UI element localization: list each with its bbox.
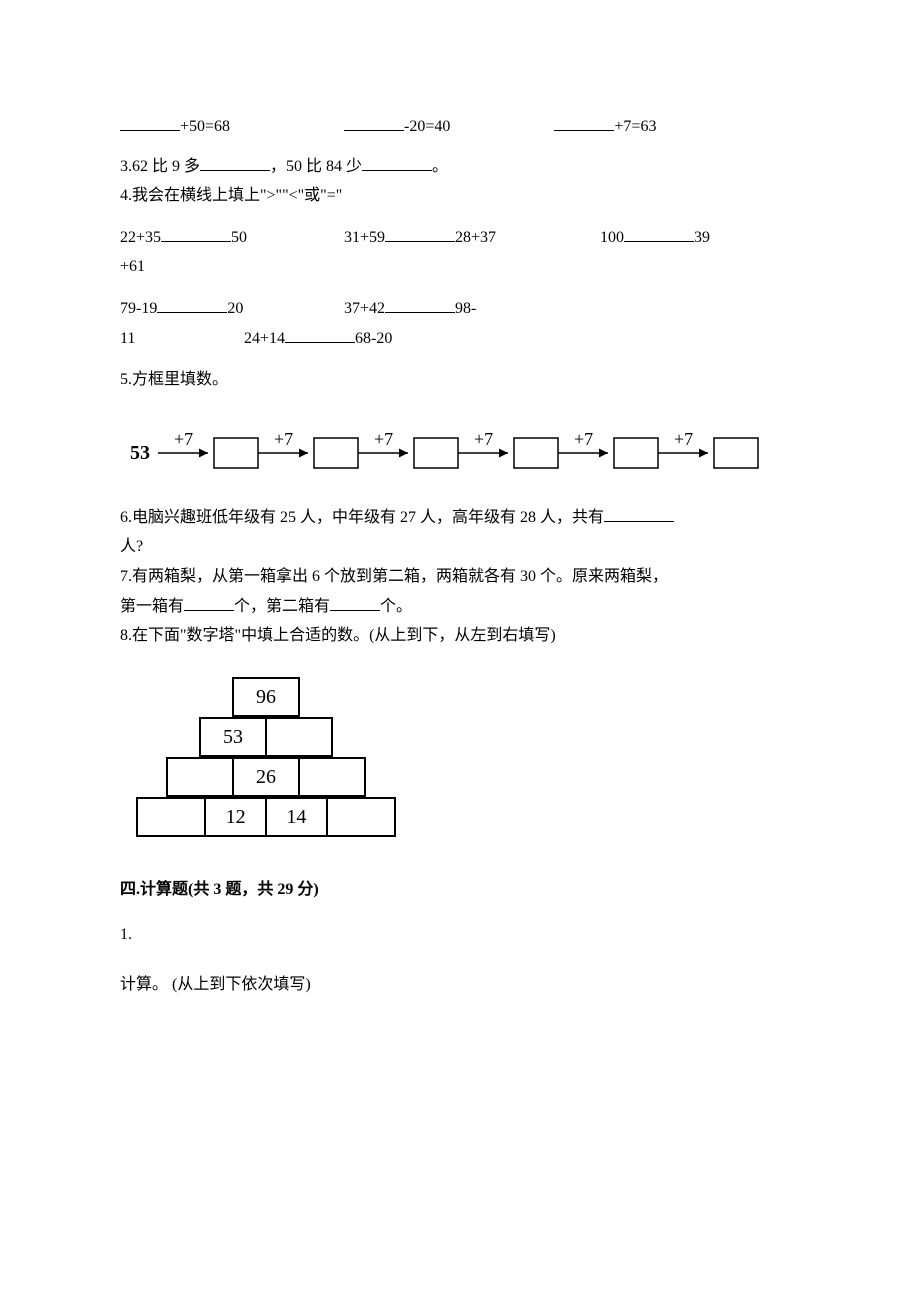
q4-r1b: 31+59 28+37 (344, 225, 596, 251)
worksheet-page: +50=68 -20=40 +7=63 3.62 比 9 多 ，50 比 84 少… (0, 0, 920, 1062)
q6-text: 6.电脑兴趣班低年级有 25 人，中年级有 27 人，高年级有 28 人，共有 (120, 509, 604, 526)
eq3: +7=63 (554, 114, 656, 140)
blank[interactable] (385, 296, 455, 313)
svg-text:+7: +7 (374, 429, 393, 449)
eq1: +50=68 (120, 114, 230, 140)
cmp-left: 79-19 (120, 300, 157, 317)
q7-seg-a: 第一箱有 (120, 598, 184, 615)
svg-text:53: 53 (130, 442, 150, 464)
cmp-left: 100 (600, 229, 624, 246)
q3-prefix: 3.62 比 9 多 (120, 158, 200, 175)
q4-r2a: 79-19 20 (120, 296, 340, 322)
blank[interactable] (120, 114, 180, 131)
cmp-left: 31+59 (344, 229, 385, 246)
svg-text:+7: +7 (174, 429, 193, 449)
pyramid-row: 1214 (136, 797, 396, 837)
blank[interactable] (285, 326, 355, 343)
svg-text:+7: +7 (274, 429, 293, 449)
pyramid-cell: 12 (204, 797, 267, 837)
eq3-text: +7=63 (614, 118, 656, 135)
pyramid-cell: 53 (199, 717, 267, 757)
q4-r1a: 22+35 50 (120, 225, 340, 251)
q3-row: 3.62 比 9 多 ，50 比 84 少 。 (120, 154, 800, 180)
blank[interactable] (330, 594, 380, 611)
cmp-right: 28+37 (455, 229, 496, 246)
pyramid-row: 26 (136, 757, 396, 797)
chain-svg: 53 +7 +7 +7 +7 +7 +7 (120, 417, 764, 473)
blank[interactable] (624, 225, 694, 242)
pyramid-row: 96 (136, 677, 396, 717)
blank[interactable] (362, 154, 432, 171)
cmp-right: 20 (227, 300, 243, 317)
q4-r3a: 11 (120, 326, 240, 352)
q4-row1: 22+35 50 31+59 28+37 100 39 (120, 225, 800, 251)
blank[interactable] (157, 296, 227, 313)
q4-r3b: 24+14 68-20 (244, 326, 392, 352)
svg-text:+7: +7 (474, 429, 493, 449)
q6-line2: 人? (120, 534, 800, 560)
q5-chain: 53 +7 +7 +7 +7 +7 +7 (120, 417, 800, 477)
q7-line1: 7.有两箱梨，从第一箱拿出 6 个放到第二箱，两箱就各有 30 个。原来两箱梨， (120, 564, 800, 590)
eq2-text: -20=40 (404, 118, 450, 135)
q8-pyramid: 9653261214 (136, 677, 800, 837)
q6-line1: 6.电脑兴趣班低年级有 25 人，中年级有 27 人，高年级有 28 人，共有 (120, 505, 800, 531)
blank[interactable] (604, 505, 674, 522)
eq2: -20=40 (344, 114, 450, 140)
blank[interactable] (554, 114, 614, 131)
pyramid-cell[interactable] (166, 757, 234, 797)
blank[interactable] (344, 114, 404, 131)
pyramid-cell: 96 (232, 677, 300, 717)
q4-title: 4.我会在横线上填上">""<"或"=" (120, 183, 800, 209)
fill-equations-row: +50=68 -20=40 +7=63 (120, 114, 800, 140)
pyramid-cell: 26 (232, 757, 300, 797)
pyramid-cell[interactable] (136, 797, 206, 837)
pyramid-cell: 14 (265, 797, 328, 837)
blank[interactable] (200, 154, 270, 171)
cmp-right: 68-20 (355, 330, 392, 347)
q4-row1-tail: +61 (120, 254, 800, 280)
blank[interactable] (161, 225, 231, 242)
q7-line2: 第一箱有 个，第二箱有 个。 (120, 594, 800, 620)
q5-title: 5.方框里填数。 (120, 367, 800, 393)
blank[interactable] (385, 225, 455, 242)
pyramid-cell[interactable] (298, 757, 366, 797)
blank[interactable] (184, 594, 234, 611)
svg-text:+7: +7 (674, 429, 693, 449)
eq1-text: +50=68 (180, 118, 230, 135)
q4-r2b: 37+42 98- (344, 296, 476, 322)
q3-suffix: 。 (432, 158, 448, 175)
cmp-left: 24+14 (244, 330, 285, 347)
s4-q1-num: 1. (120, 922, 800, 948)
cmp-right: 50 (231, 229, 247, 246)
pyramid-cell[interactable] (326, 797, 396, 837)
pyramid-row: 53 (136, 717, 396, 757)
s4-q1-text: 计算。 (从上到下依次填写) (120, 972, 800, 998)
cmp-left: 22+35 (120, 229, 161, 246)
q7-seg-b: 个，第二箱有 (234, 598, 330, 615)
q7-seg-c: 个。 (380, 598, 412, 615)
section4-heading: 四.计算题(共 3 题，共 29 分) (120, 877, 800, 903)
pyramid-cell[interactable] (265, 717, 333, 757)
q3-mid: ，50 比 84 少 (270, 158, 362, 175)
q8-title: 8.在下面"数字塔"中填上合适的数。(从上到下，从左到右填写) (120, 623, 800, 649)
cmp-right: 39 (694, 229, 710, 246)
q4-row2: 79-19 20 37+42 98- (120, 296, 800, 322)
cmp-right: 98- (455, 300, 476, 317)
q4-row3: 11 24+14 68-20 (120, 326, 800, 352)
cmp-left: 37+42 (344, 300, 385, 317)
q4-r1c: 100 39 (600, 225, 710, 251)
svg-text:+7: +7 (574, 429, 593, 449)
